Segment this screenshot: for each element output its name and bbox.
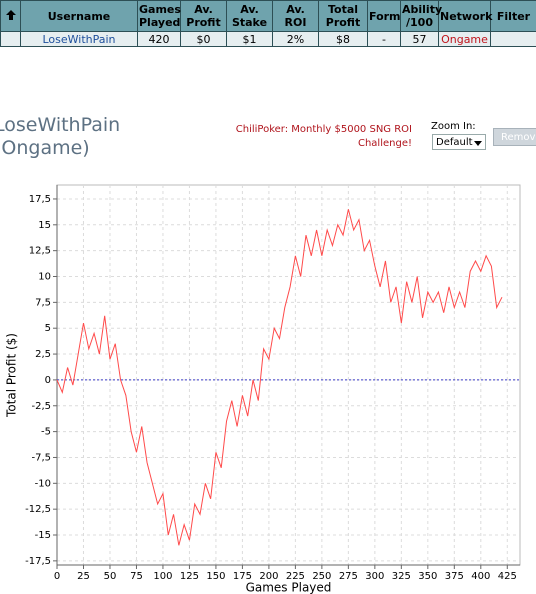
- x-tick-label: 0: [54, 571, 60, 582]
- x-tick-label: 275: [339, 571, 358, 582]
- player-row: LoseWithPain 420 $0 $1 2% $8-57 Ongame: [0, 31, 536, 47]
- y-tick-label: -15: [35, 530, 51, 541]
- column-header[interactable]: Total Profit: [318, 0, 368, 32]
- table-cell[interactable]: LoseWithPain: [20, 31, 138, 47]
- player-title: LoseWithPain (Ongame): [0, 114, 121, 159]
- column-header[interactable]: Av. Profit: [180, 0, 227, 32]
- y-tick-label: 17,5: [29, 194, 51, 205]
- y-tick-label: 5: [45, 323, 51, 334]
- y-tick-label: -17,5: [25, 556, 51, 567]
- x-tick-label: 50: [104, 571, 117, 582]
- sort-icon[interactable]: [0, 0, 21, 32]
- stats-table: Username Games Played Av. Profit Av. Stake A…: [0, 0, 536, 47]
- y-tick-label: 10: [38, 272, 51, 283]
- x-tick-label: 25: [77, 571, 90, 582]
- icon-cell: [0, 31, 21, 47]
- column-header[interactable]: Form: [367, 0, 401, 32]
- x-tick-label: 350: [418, 571, 437, 582]
- promo-link[interactable]: ChiliPoker: Monthly $5000 SNG ROI Challe…: [235, 124, 412, 149]
- arrow-icon: [5, 9, 16, 20]
- x-tick-label: 300: [365, 571, 384, 582]
- y-tick-label: 12,5: [29, 246, 51, 257]
- x-tick-label: 400: [471, 571, 490, 582]
- table-cell: $8: [318, 31, 368, 47]
- table-cell: [490, 31, 536, 47]
- y-tick-label: 2,5: [35, 349, 51, 360]
- x-tick-label: 250: [312, 571, 331, 582]
- zoom-value: Default: [436, 137, 473, 148]
- x-tick-label: 125: [180, 571, 199, 582]
- profit-line: [56, 209, 503, 546]
- remove-button[interactable]: Remove: [493, 128, 536, 146]
- x-axis-title: Games Played: [246, 581, 332, 594]
- x-tick-label: 425: [498, 571, 517, 582]
- zoom-label: Zoom In:: [431, 121, 476, 132]
- column-header[interactable]: Network: [438, 0, 492, 32]
- table-cell: $1: [226, 31, 273, 47]
- y-tick-label: -7,5: [31, 452, 51, 463]
- column-header[interactable]: Av. Stake: [226, 0, 273, 32]
- x-tick-label: 200: [259, 571, 278, 582]
- x-tick-label: 325: [392, 571, 411, 582]
- y-tick-label: 0: [45, 375, 51, 386]
- x-tick-label: 175: [233, 571, 252, 582]
- x-tick-label: 75: [130, 571, 143, 582]
- column-header[interactable]: Av. ROI: [272, 0, 319, 32]
- column-header[interactable]: Filter: [490, 0, 536, 32]
- y-tick-label: -5: [41, 427, 51, 438]
- column-header[interactable]: Games Played: [137, 0, 181, 32]
- header-row: Username Games Played Av. Profit Av. Stake A…: [0, 0, 536, 32]
- column-header[interactable]: Ability /100: [400, 0, 442, 32]
- y-tick-label: 15: [38, 220, 51, 231]
- y-tick-label: 7,5: [35, 297, 51, 308]
- x-tick-label: 375: [445, 571, 464, 582]
- x-tick-label: 100: [153, 571, 172, 582]
- x-tick-label: 225: [286, 571, 305, 582]
- y-tick-label: -12,5: [25, 504, 51, 515]
- table-cell: -: [367, 31, 401, 47]
- y-tick-label: -2,5: [31, 401, 51, 412]
- table-cell: 420: [137, 31, 181, 47]
- table-cell[interactable]: Ongame: [438, 31, 491, 47]
- table-cell: $0: [180, 31, 227, 47]
- x-tick-label: 150: [206, 571, 225, 582]
- y-tick-label: -10: [35, 478, 51, 489]
- table-cell: 2%: [272, 31, 319, 47]
- plot-area: [56, 184, 521, 566]
- y-axis-title: Total Profit ($): [5, 333, 19, 418]
- column-header[interactable]: Username: [20, 0, 138, 32]
- zoom-select[interactable]: Default: [432, 134, 486, 150]
- table-cell: 57: [400, 31, 439, 47]
